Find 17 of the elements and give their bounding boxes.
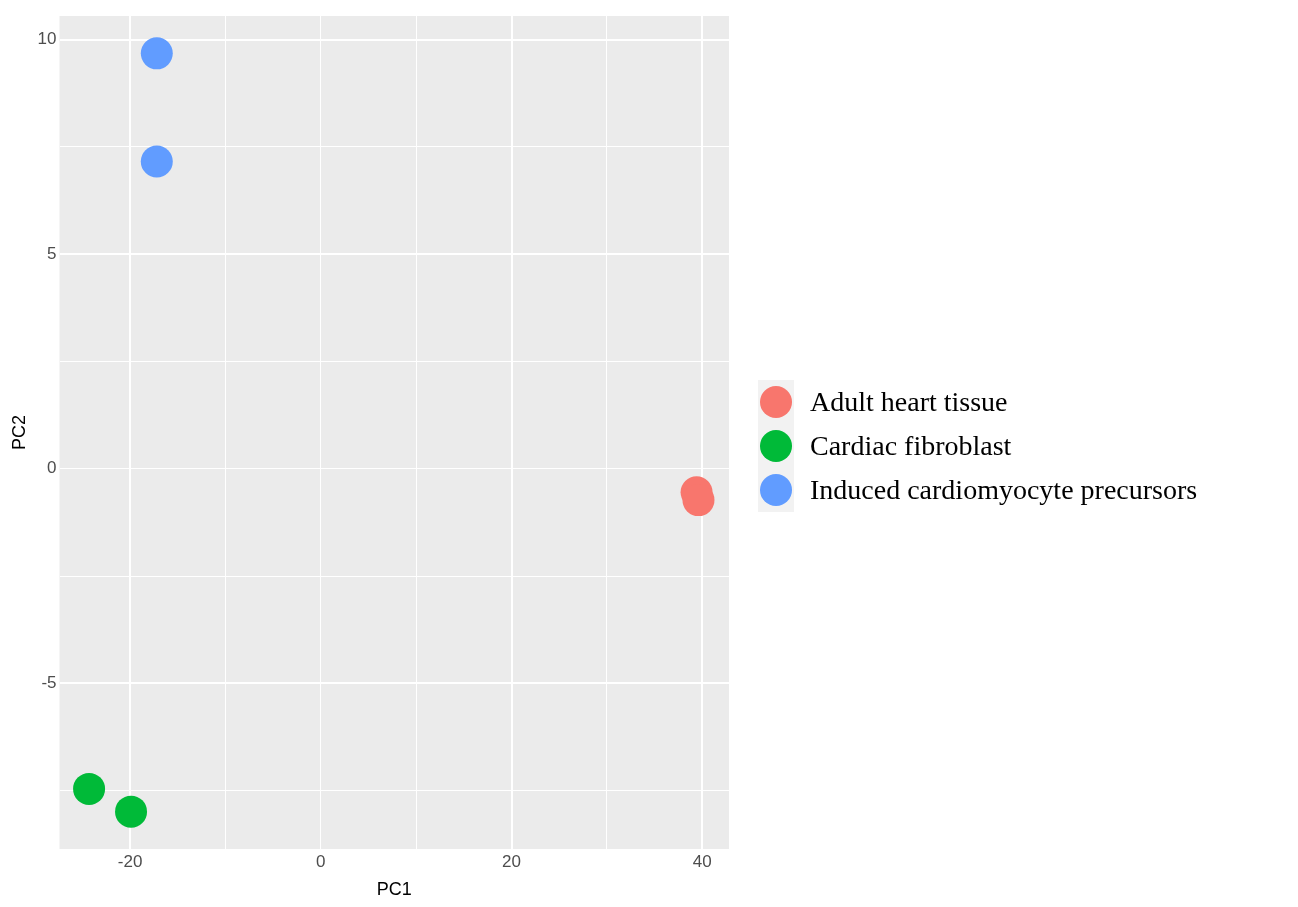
point	[140, 37, 173, 70]
legend-label: Adult heart tissue	[810, 386, 1008, 418]
y-axis-title: PC2	[8, 414, 29, 451]
point	[73, 772, 106, 805]
y-tick-label: 0	[47, 458, 57, 478]
x-tick-label: 0	[316, 851, 326, 871]
y-tick-label: 10	[37, 29, 57, 49]
y-tick-label: -5	[41, 673, 57, 693]
legend-label: Cardiac fibroblast	[810, 430, 1012, 462]
x-tick-label: 20	[502, 851, 522, 871]
point	[115, 795, 148, 828]
y-tick-label: 5	[47, 243, 57, 263]
point	[140, 145, 173, 178]
legend-label: Induced cardiomyocyte precursors	[810, 474, 1198, 506]
x-tick-label: -20	[117, 851, 143, 871]
x-axis-title: PC1	[376, 879, 412, 900]
x-tick-label: 40	[692, 851, 712, 871]
